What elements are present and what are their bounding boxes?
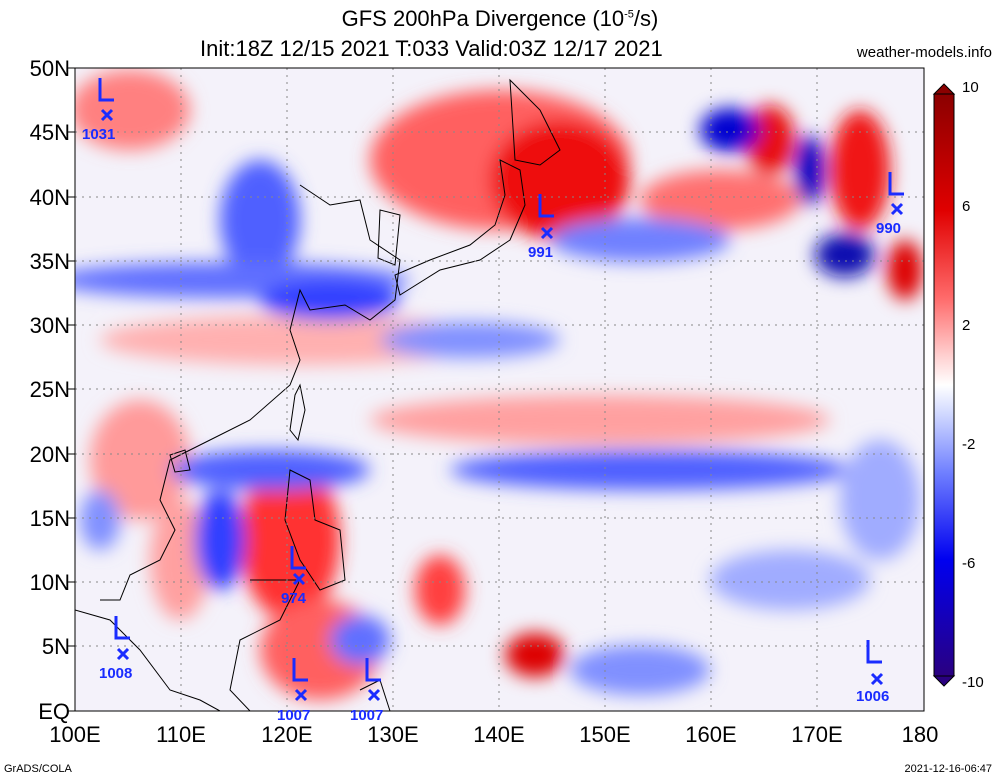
low-label: 1007 <box>350 707 384 724</box>
lon-label: 150E <box>579 722 631 747</box>
colorbar-label: 10 <box>962 79 979 96</box>
footer-credit: GrADS/COLA <box>4 763 72 775</box>
coastlines <box>75 78 561 711</box>
colorbar-label: -6 <box>962 555 976 572</box>
lat-label: 35N <box>29 249 70 274</box>
lat-label: 25N <box>29 377 70 402</box>
map-title: GFS 200hPa Divergence (10-5/s) <box>341 6 659 31</box>
grid <box>75 68 924 711</box>
lat-label: 20N <box>29 442 70 467</box>
low-label: 990 <box>876 220 902 237</box>
map-subtitle: Init:18Z 12/15 2021 T:033 Valid:03Z 12/1… <box>200 36 663 61</box>
lon-label: 160E <box>685 722 737 747</box>
low-label: 991 <box>528 244 554 261</box>
low-label: 974 <box>281 590 307 607</box>
low-markers <box>98 78 904 702</box>
low-label: 1007 <box>277 707 311 724</box>
colorbar-label: -10 <box>962 674 984 691</box>
lat-label: 45N <box>29 120 70 145</box>
colorbar-label: 2 <box>962 317 971 334</box>
lat-label: 10N <box>29 570 70 595</box>
low-label: 1008 <box>99 665 133 682</box>
lon-label: 110E <box>156 722 206 747</box>
lon-label: 170E <box>791 722 843 747</box>
lat-label: EQ <box>38 699 70 724</box>
lat-label: 30N <box>29 313 70 338</box>
colorbar-label: 6 <box>962 198 971 215</box>
lat-label: 50N <box>29 56 70 81</box>
lon-label: 180 <box>901 722 939 747</box>
lat-label: 5N <box>41 634 70 659</box>
lon-label: 140E <box>473 722 525 747</box>
colorbar <box>932 83 956 687</box>
low-label: 1031 <box>82 126 116 143</box>
lat-label: 40N <box>29 185 70 210</box>
lat-label: 15N <box>29 506 70 531</box>
source-site: weather-models.info <box>856 44 992 61</box>
footer-timestamp: 2021-12-16-06:47 <box>904 763 992 775</box>
lon-label: 130E <box>367 722 419 747</box>
lon-label: 100E <box>49 722 101 747</box>
colorbar-label: -2 <box>962 436 976 453</box>
low-label: 1006 <box>856 688 890 705</box>
lon-label: 120E <box>261 722 313 747</box>
